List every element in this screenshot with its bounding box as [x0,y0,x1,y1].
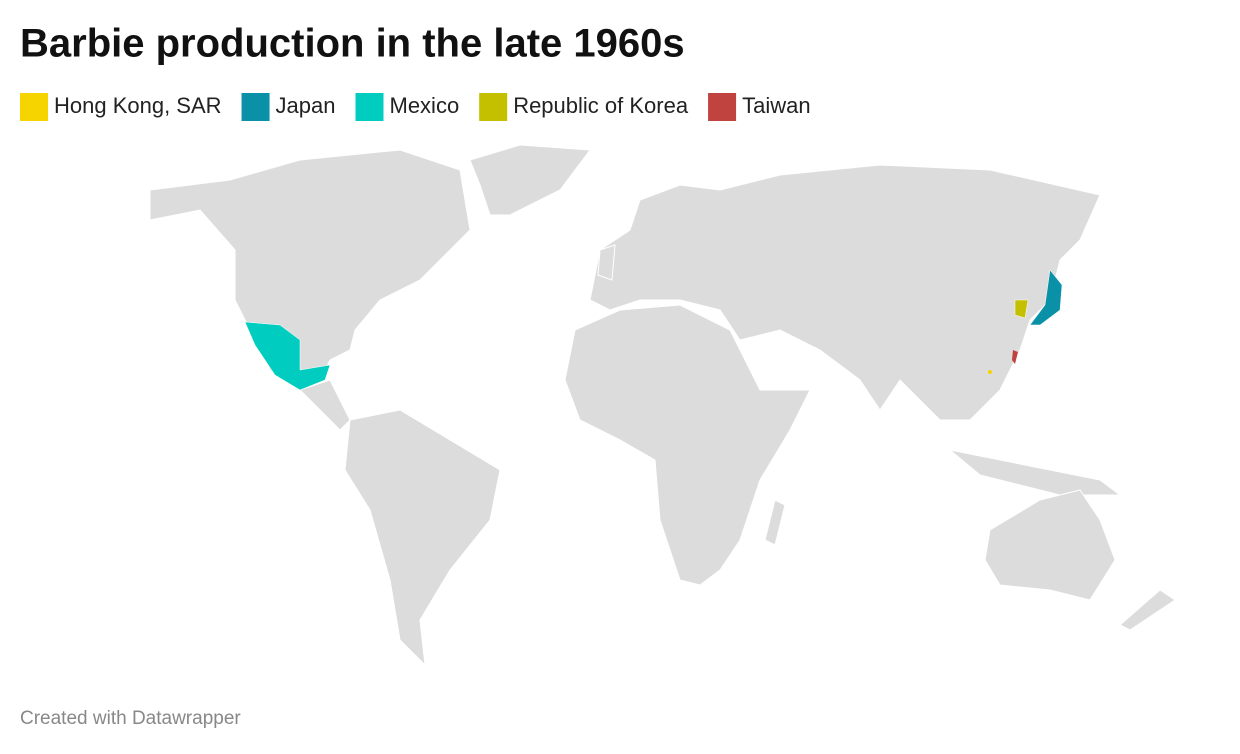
legend: Hong Kong, SAR Japan Mexico Republic of Kor… [20,93,811,121]
footer: Created with Datawrapper [20,708,241,729]
legend-swatch [479,93,508,121]
legend-swatch [20,93,48,121]
hong-kong [988,370,992,374]
britain [597,244,616,281]
southeast-asia-islands [949,449,1122,496]
legend-swatch [708,93,737,121]
title: Barbie production in the late 1960s [20,22,685,66]
legend-swatch [241,93,270,121]
legend-label: Taiwan [742,93,810,118]
madagascar [764,499,786,546]
greenland [469,144,591,216]
eurasia [589,164,1101,421]
legend-label: Hong Kong, SAR [54,93,222,118]
south-america [344,409,501,667]
legend-label: Republic of Korea [513,93,689,118]
central-america [299,379,351,431]
new-zealand [1119,589,1176,631]
africa [564,304,811,586]
legend-swatch [355,93,384,121]
north-america [149,149,471,391]
taiwan [1012,350,1018,364]
korea [1014,299,1029,319]
mexico [244,321,331,391]
legend-label: Mexico [390,93,460,118]
legend-label: Japan [276,93,336,118]
australia [984,489,1116,601]
world-map [149,144,1176,667]
japan [1029,269,1063,326]
